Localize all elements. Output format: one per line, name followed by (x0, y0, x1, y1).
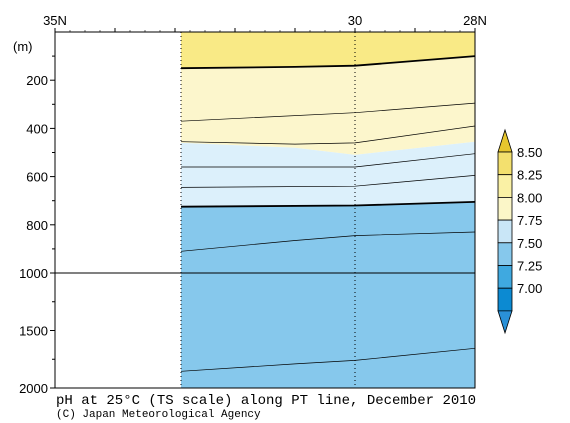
contour-line (180, 175, 476, 188)
x-axis: 35N 30 28N (43, 13, 487, 32)
y-tick-label: 2000 (19, 381, 48, 396)
contour-band (181, 56, 475, 155)
contour-bands (181, 32, 475, 388)
contour-line (180, 231, 476, 252)
colorbar-label: 8.50 (517, 145, 542, 160)
contour-line (180, 347, 476, 372)
contour-line (180, 125, 476, 145)
colorbar: 8.50 8.25 8.00 7.75 7.50 7.25 7.00 (497, 128, 542, 335)
colorbar-swatch (497, 287, 513, 312)
colorbar-swatch (497, 219, 513, 244)
y-tick-label: 600 (26, 170, 48, 185)
colorbar-label: 8.00 (517, 190, 542, 205)
colorbar-label: 7.25 (517, 259, 542, 274)
y-tick-label: 200 (26, 73, 48, 88)
y-tick-label: 1500 (19, 324, 48, 339)
contour-line (180, 55, 476, 70)
y-axis: 200 400 600 800 1000 1500 2000 (19, 55, 55, 396)
colorbar-swatch (497, 151, 513, 176)
chart-credit: (C) Japan Meteorological Agency (56, 409, 261, 421)
chart-title: pH at 25°C (TS scale) along PT line, Dec… (56, 393, 476, 409)
colorbar-swatch (497, 196, 513, 221)
contour-band (181, 201, 475, 388)
colorbar-label: 7.50 (517, 236, 542, 251)
colorbar-swatch (497, 265, 513, 289)
colorbar-label: 7.75 (517, 213, 542, 228)
y-tick-label: 400 (26, 121, 48, 136)
x-tick-label: 35N (43, 13, 67, 28)
colorbar-bottom-arrow (497, 310, 513, 335)
x-tick-label: 30 (348, 13, 362, 28)
colorbar-top-arrow (497, 128, 513, 153)
colorbar-label: 7.00 (517, 281, 542, 296)
y-tick-label: 1000 (19, 266, 48, 281)
x-tick-label: 28N (463, 13, 487, 28)
contour-line (180, 201, 476, 208)
contour-band (181, 141, 475, 207)
contour-line (181, 153, 476, 168)
contour-lines (180, 55, 476, 372)
y-unit-label: (m) (13, 39, 33, 54)
contour-band (181, 32, 475, 69)
colorbar-swatch (497, 174, 513, 198)
y-tick-label: 800 (26, 218, 48, 233)
colorbar-label: 8.25 (517, 168, 542, 183)
colorbar-swatch (497, 242, 513, 266)
